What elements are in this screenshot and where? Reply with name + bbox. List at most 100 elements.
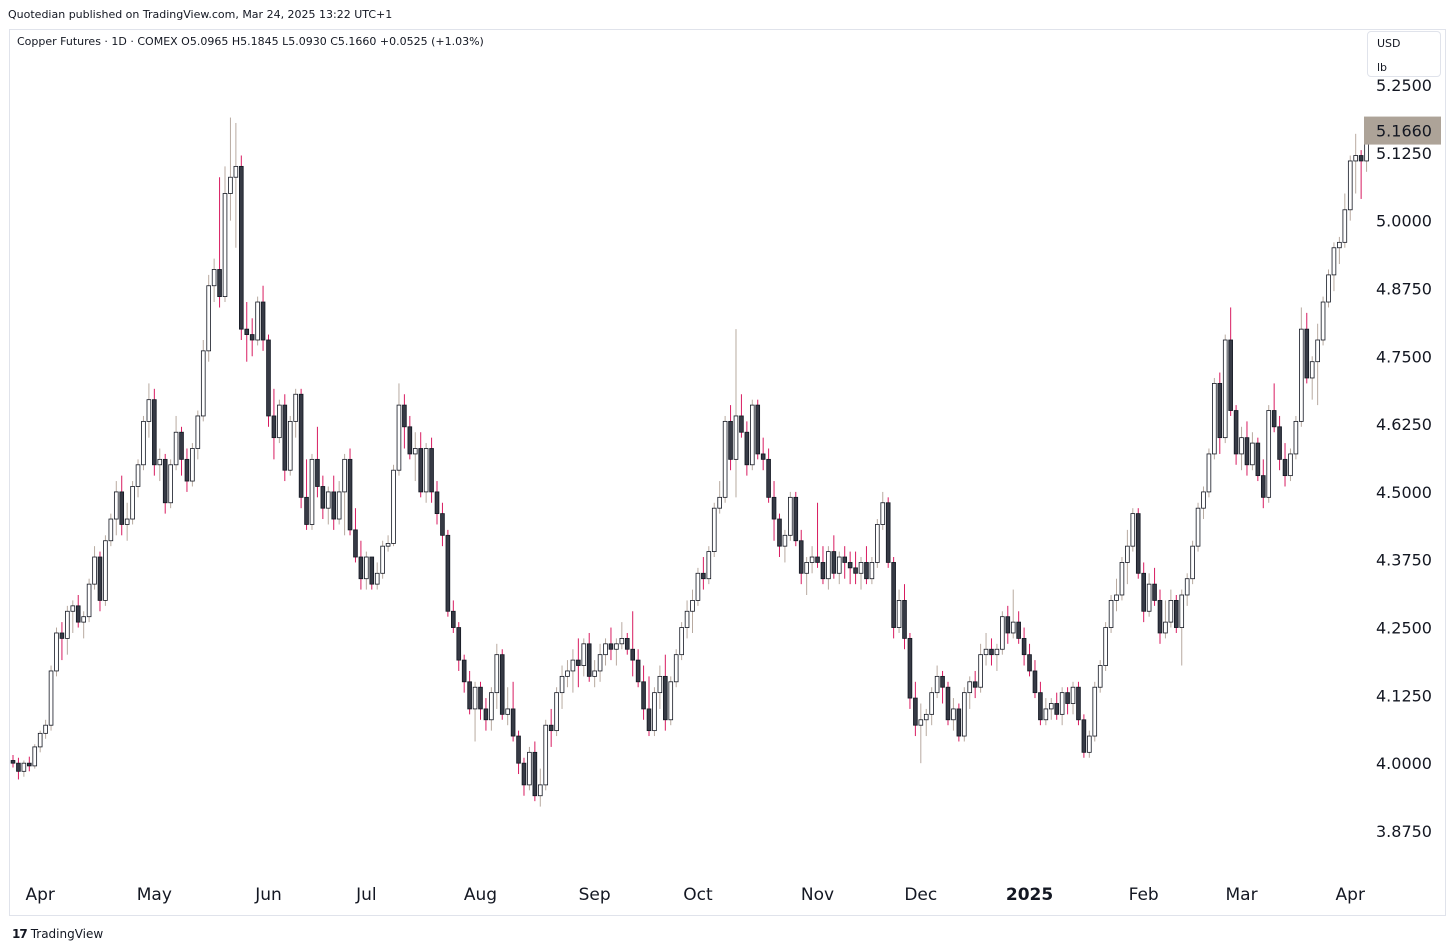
- candle-body: [1065, 692, 1070, 704]
- candle-body: [592, 670, 597, 677]
- candle-body: [1309, 361, 1315, 379]
- candle: [554, 687, 559, 737]
- candle-body: [277, 404, 282, 439]
- candle-body: [423, 448, 429, 493]
- candle-body: [97, 556, 103, 601]
- candle: [711, 502, 717, 558]
- candle: [1021, 627, 1027, 666]
- candle: [451, 600, 456, 633]
- candle: [1038, 681, 1043, 726]
- candle: [918, 703, 924, 764]
- y-tick-label: 4.6250: [1376, 415, 1432, 434]
- y-tick-label: 5.1250: [1376, 144, 1432, 163]
- candle-body: [1016, 621, 1021, 639]
- candle-body: [896, 600, 902, 628]
- symbol-ohlc-line[interactable]: Copper Futures · 1D · COMEX O5.0965 H5.1…: [17, 35, 484, 48]
- candle-body: [918, 719, 924, 726]
- candle: [130, 481, 135, 525]
- y-tick-label: 5.2500: [1376, 76, 1432, 95]
- candle-body: [124, 518, 130, 525]
- candle-body: [75, 605, 81, 623]
- tradingview-footer[interactable]: 17 TradingView: [12, 927, 103, 941]
- candle: [1190, 540, 1195, 585]
- candle: [923, 708, 929, 737]
- candle: [657, 665, 663, 709]
- candle-body: [353, 529, 358, 558]
- candle-body: [923, 713, 929, 721]
- candle-body: [293, 393, 298, 422]
- candle: [315, 426, 320, 498]
- candle-body: [304, 496, 309, 525]
- candle: [195, 410, 201, 460]
- candle: [1081, 714, 1087, 758]
- candle: [1097, 660, 1103, 693]
- y-tick-label: 4.1250: [1376, 686, 1432, 705]
- candle-body: [266, 339, 271, 417]
- candle: [1065, 687, 1070, 715]
- candle: [1250, 432, 1255, 471]
- candle: [1108, 594, 1114, 633]
- x-tick-label: Sep: [579, 885, 611, 905]
- unit-selector[interactable]: USD lb: [1367, 31, 1441, 77]
- candle: [1309, 356, 1315, 400]
- candle-body: [929, 692, 934, 715]
- candle: [21, 760, 27, 777]
- candle-body: [657, 675, 663, 694]
- candle: [1337, 236, 1342, 265]
- y-tick-label: 4.2500: [1376, 619, 1432, 638]
- candle: [494, 643, 500, 709]
- candle: [32, 744, 38, 769]
- candle-body: [793, 496, 799, 542]
- candle-body: [173, 431, 179, 466]
- candle-body: [1097, 665, 1103, 688]
- candle-body: [162, 458, 168, 504]
- candle-body: [119, 491, 125, 525]
- candle-body: [668, 681, 674, 721]
- candle: [788, 491, 793, 541]
- candle-body: [1021, 637, 1027, 656]
- candle-body: [1282, 458, 1288, 477]
- candle-body: [864, 562, 869, 580]
- candle: [635, 649, 641, 688]
- candle-body: [364, 556, 369, 580]
- candle-body: [826, 551, 831, 580]
- candle: [815, 502, 820, 568]
- candle-body: [222, 193, 228, 297]
- candle: [695, 567, 701, 606]
- candle: [728, 405, 733, 471]
- candle-body: [831, 551, 837, 574]
- candle-body: [891, 562, 896, 628]
- candle-body: [16, 762, 21, 772]
- candle-body: [608, 643, 614, 650]
- x-tick-label: 2025: [1006, 885, 1053, 905]
- candle: [581, 638, 587, 677]
- candle: [1125, 529, 1130, 585]
- candle: [722, 415, 728, 503]
- candle: [434, 481, 440, 525]
- candle-body: [706, 551, 712, 580]
- candle-body: [690, 600, 695, 612]
- candle-body: [336, 491, 342, 520]
- x-tick-label: Feb: [1129, 885, 1159, 905]
- candle-body: [374, 572, 380, 585]
- candle-body: [81, 616, 86, 623]
- candle: [592, 660, 597, 688]
- candle: [358, 540, 364, 590]
- candle: [179, 426, 184, 476]
- candle: [994, 643, 1000, 671]
- candle: [65, 605, 70, 655]
- candle: [793, 491, 799, 547]
- candle-body: [635, 659, 641, 683]
- candle: [516, 730, 521, 775]
- candle: [902, 584, 907, 650]
- candle: [505, 687, 510, 726]
- candle: [331, 475, 337, 530]
- candle-body: [1076, 686, 1081, 721]
- candle: [499, 649, 505, 720]
- candle-body: [1250, 442, 1255, 466]
- candle-body: [271, 415, 277, 439]
- candle-body: [70, 605, 76, 612]
- candle-body: [358, 556, 364, 580]
- candle: [1342, 193, 1348, 248]
